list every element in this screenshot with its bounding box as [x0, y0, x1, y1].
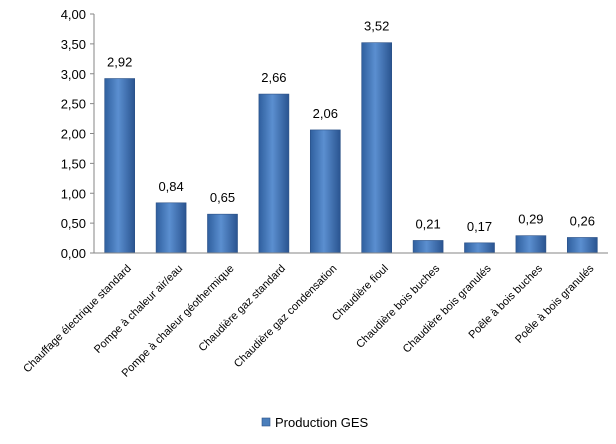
x-tick-label: Chauffage électrique standard	[21, 263, 134, 376]
y-axis-ticks: 0,00 0,50 1,00 1,50 2,00 2,50 3,00 3,50 4,00	[61, 7, 94, 261]
bar	[412, 240, 444, 254]
bar	[566, 237, 598, 254]
x-tick-label: Chaudière bois granulés	[401, 262, 494, 355]
data-labels: 2,92 0,84 0,65 2,66 2,06 3,52 0,21 0,17 0,29 0,26	[107, 19, 595, 234]
y-tick-label: 4,00	[61, 7, 86, 22]
data-label: 2,66	[261, 70, 286, 85]
data-label: 0,26	[570, 213, 595, 228]
legend-swatch	[261, 417, 271, 427]
y-tick-label: 0,00	[61, 246, 86, 261]
x-tick-label: Pompe à chaleur air/eau	[92, 263, 185, 356]
bar	[207, 213, 238, 254]
y-tick-label: 1,50	[61, 156, 86, 171]
x-tick-label: Chaudière gaz standard	[197, 263, 289, 355]
data-label: 0,29	[518, 212, 543, 227]
bar	[309, 129, 341, 254]
x-tick-label: Pompe à chaleur géothermique	[120, 263, 237, 380]
data-label: 0,84	[158, 179, 183, 194]
bar	[155, 202, 187, 254]
data-label: 2,92	[107, 55, 132, 70]
bar	[361, 42, 393, 254]
x-tick-label: Chaudière bois buches	[354, 262, 442, 350]
bar	[258, 93, 290, 254]
legend-label: Production GES	[275, 415, 369, 430]
data-label: 3,52	[364, 19, 389, 34]
y-tick-label: 3,00	[61, 67, 86, 82]
y-tick-label: 2,50	[61, 97, 86, 112]
bar	[104, 78, 135, 254]
y-tick-label: 1,00	[61, 186, 86, 201]
y-tick-label: 3,50	[61, 37, 86, 52]
x-tick-label: Chaudière gaz condensation	[232, 263, 340, 371]
data-label: 0,65	[210, 190, 235, 205]
y-tick-label: 2,00	[61, 127, 86, 142]
bars	[104, 42, 598, 254]
bar	[464, 242, 495, 254]
data-label: 0,21	[415, 216, 440, 231]
bar	[515, 235, 547, 254]
data-label: 0,17	[467, 219, 492, 234]
y-tick-label: 0,50	[61, 216, 86, 231]
legend: Production GES	[261, 415, 369, 430]
data-label: 2,06	[313, 106, 338, 121]
